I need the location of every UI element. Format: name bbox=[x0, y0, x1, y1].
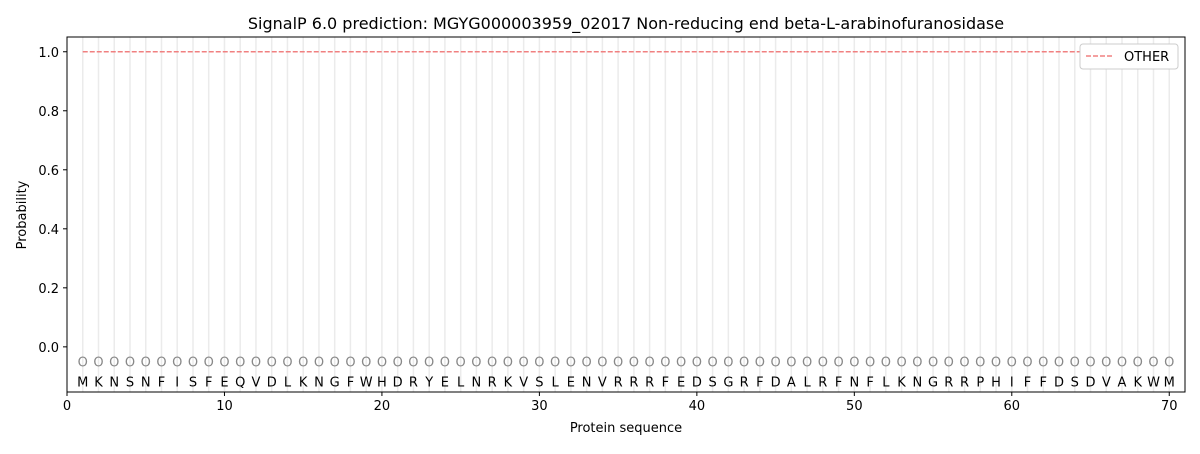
residue-34: V bbox=[598, 375, 607, 390]
residue-33: N bbox=[582, 375, 592, 390]
residue-47: L bbox=[803, 375, 811, 390]
residue-11: Q bbox=[235, 375, 245, 390]
legend: OTHER bbox=[1079, 43, 1179, 70]
residue-38: F bbox=[662, 375, 669, 390]
residue-36: R bbox=[629, 375, 638, 390]
residue-45: D bbox=[771, 375, 781, 390]
residue-14: L bbox=[284, 375, 292, 390]
residue-4: S bbox=[126, 375, 134, 390]
residue-27: R bbox=[488, 375, 497, 390]
residue-15: K bbox=[299, 375, 308, 390]
residue-7: I bbox=[175, 375, 179, 390]
residue-54: N bbox=[912, 375, 922, 390]
residue-64: S bbox=[1071, 375, 1079, 390]
residue-70: M bbox=[1164, 375, 1175, 390]
x-tick-label: 10 bbox=[216, 399, 233, 414]
residue-32: E bbox=[567, 375, 575, 390]
y-tick-label: 1.0 bbox=[38, 46, 59, 61]
residue-40: D bbox=[692, 375, 702, 390]
x-tick-label: 20 bbox=[374, 399, 391, 414]
residue-20: H bbox=[377, 375, 387, 390]
residue-56: R bbox=[944, 375, 953, 390]
x-tick-label: 40 bbox=[689, 399, 706, 414]
residue-49: F bbox=[835, 375, 842, 390]
residue-3: N bbox=[109, 375, 119, 390]
residue-10: E bbox=[220, 375, 228, 390]
y-axis-label: Probability bbox=[15, 180, 30, 249]
residue-8: S bbox=[189, 375, 197, 390]
residue-25: L bbox=[457, 375, 465, 390]
x-tick-label: 30 bbox=[531, 399, 548, 414]
chart-title: SignalP 6.0 prediction: MGYG000003959_02… bbox=[248, 14, 1004, 34]
residue-18: F bbox=[347, 375, 354, 390]
residue-60: I bbox=[1010, 375, 1014, 390]
x-axis-label: Protein sequence bbox=[570, 421, 682, 436]
residue-43: R bbox=[740, 375, 749, 390]
residue-29: V bbox=[519, 375, 528, 390]
residue-48: R bbox=[818, 375, 827, 390]
residue-66: V bbox=[1102, 375, 1111, 390]
residue-44: F bbox=[756, 375, 763, 390]
residue-55: G bbox=[928, 375, 938, 390]
plot-frame bbox=[66, 36, 1186, 393]
residue-61: F bbox=[1024, 375, 1031, 390]
residue-50: N bbox=[849, 375, 859, 390]
residue-12: V bbox=[252, 375, 261, 390]
residue-22: R bbox=[409, 375, 418, 390]
y-tick-label: 0.2 bbox=[38, 282, 59, 297]
residue-31: L bbox=[552, 375, 560, 390]
residue-68: K bbox=[1133, 375, 1142, 390]
residue-58: P bbox=[976, 375, 984, 390]
x-tick-label: 0 bbox=[63, 399, 71, 414]
residue-37: R bbox=[645, 375, 654, 390]
residue-63: D bbox=[1054, 375, 1064, 390]
residue-41: S bbox=[708, 375, 716, 390]
residue-26: N bbox=[472, 375, 482, 390]
residue-52: L bbox=[882, 375, 890, 390]
y-tick-label: 0.4 bbox=[38, 223, 59, 238]
residue-42: G bbox=[723, 375, 733, 390]
residue-9: F bbox=[205, 375, 212, 390]
residue-39: E bbox=[677, 375, 685, 390]
legend-label-other: OTHER bbox=[1124, 50, 1169, 65]
y-tick-label: 0.8 bbox=[38, 105, 59, 120]
residue-59: H bbox=[991, 375, 1001, 390]
legend-box bbox=[1079, 43, 1179, 70]
residue-53: K bbox=[897, 375, 906, 390]
residue-24: E bbox=[441, 375, 449, 390]
residue-2: K bbox=[94, 375, 103, 390]
residue-19: W bbox=[360, 375, 373, 390]
residue-65: D bbox=[1086, 375, 1096, 390]
x-tick-label: 70 bbox=[1161, 399, 1178, 414]
residue-57: R bbox=[960, 375, 969, 390]
residue-21: D bbox=[393, 375, 403, 390]
residue-13: D bbox=[267, 375, 277, 390]
residue-67: A bbox=[1118, 375, 1127, 390]
x-tick-label: 50 bbox=[846, 399, 863, 414]
y-tick-label: 0.6 bbox=[38, 164, 59, 179]
residue-69: W bbox=[1147, 375, 1160, 390]
y-tick-label: 0.0 bbox=[38, 341, 59, 356]
residue-5: N bbox=[141, 375, 151, 390]
residue-16: N bbox=[314, 375, 324, 390]
residue-46: A bbox=[787, 375, 796, 390]
residue-30: S bbox=[535, 375, 543, 390]
residue-28: K bbox=[504, 375, 513, 390]
residue-35: R bbox=[614, 375, 623, 390]
residue-17: G bbox=[330, 375, 340, 390]
residue-51: F bbox=[866, 375, 873, 390]
residue-23: Y bbox=[424, 375, 433, 390]
residue-6: F bbox=[158, 375, 165, 390]
residue-1: M bbox=[77, 375, 88, 390]
residue-62: F bbox=[1040, 375, 1047, 390]
predicted-labels: OOOOOOOOOOOOOOOOOOOOOOOOOOOOOOOOOOOOOOOO… bbox=[78, 356, 1175, 371]
x-tick-label: 60 bbox=[1004, 399, 1021, 414]
